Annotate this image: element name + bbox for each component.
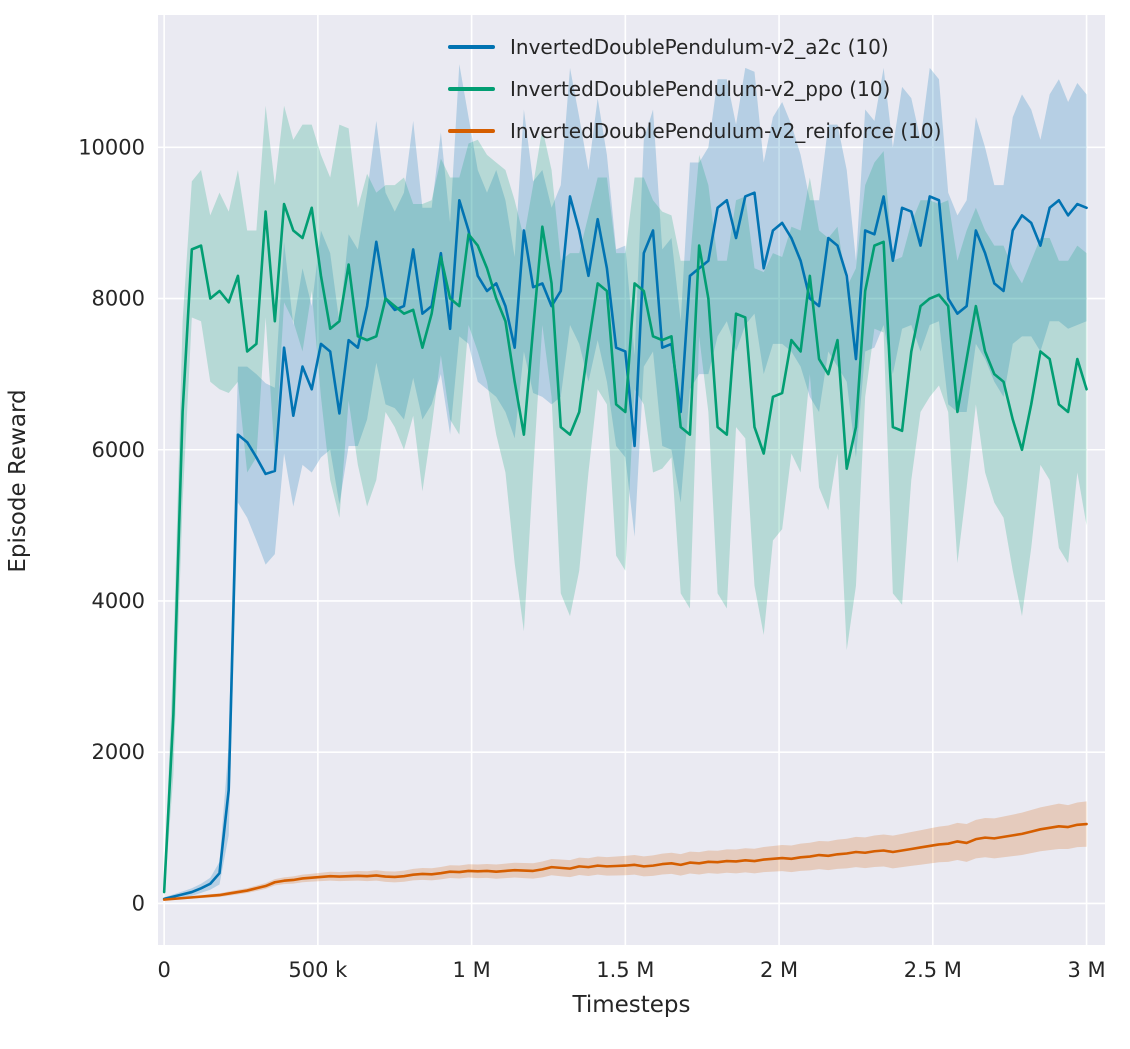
y-tick-label: 6000 — [92, 438, 145, 462]
plot-area — [158, 15, 1105, 945]
x-axis-label: Timesteps — [572, 992, 691, 1018]
y-tick-label: 0 — [132, 891, 145, 915]
x-tick-label: 500 k — [288, 958, 348, 982]
y-tick-label: 10000 — [78, 135, 145, 159]
x-tick-label: 3 M — [1067, 958, 1105, 982]
legend-line-swatch-reinforce — [448, 129, 495, 133]
legend-label-a2c: InvertedDoublePendulum-v2_a2c (10) — [510, 35, 889, 59]
y-tick-label: 2000 — [92, 740, 145, 764]
mean-line-series-1 — [162, 202, 1088, 894]
legend-label-reinforce: InvertedDoublePendulum-v2_reinforce (10) — [510, 119, 942, 143]
legend-line-swatch-a2c — [448, 45, 495, 49]
mean-line-series-2 — [162, 822, 1088, 901]
x-tick-label: 2.5 M — [904, 958, 962, 982]
x-tick-label: 1 M — [453, 958, 491, 982]
std-band-series-0 — [164, 64, 1087, 901]
legend-label-ppo: InvertedDoublePendulum-v2_ppo (10) — [510, 77, 891, 101]
std-band-series-2 — [164, 801, 1087, 901]
legend-entry-reinforce: InvertedDoublePendulum-v2_reinforce (10) — [448, 110, 941, 152]
y-tick-label: 4000 — [92, 589, 145, 613]
legend-line-swatch-ppo — [448, 87, 495, 91]
legend-entry-ppo: InvertedDoublePendulum-v2_ppo (10) — [448, 68, 941, 110]
mean-line-series-0 — [162, 191, 1088, 901]
x-tick-label: 1.5 M — [596, 958, 654, 982]
x-tick-label: 2 M — [760, 958, 798, 982]
std-band-series-1 — [164, 105, 1087, 900]
x-tick-label: 0 — [157, 958, 170, 982]
legend-entry-a2c: InvertedDoublePendulum-v2_a2c (10) — [448, 26, 941, 68]
y-tick-label: 8000 — [92, 287, 145, 311]
y-axis-label: Episode Reward — [5, 389, 31, 573]
legend: InvertedDoublePendulum-v2_a2c (10) Inver… — [448, 26, 941, 152]
